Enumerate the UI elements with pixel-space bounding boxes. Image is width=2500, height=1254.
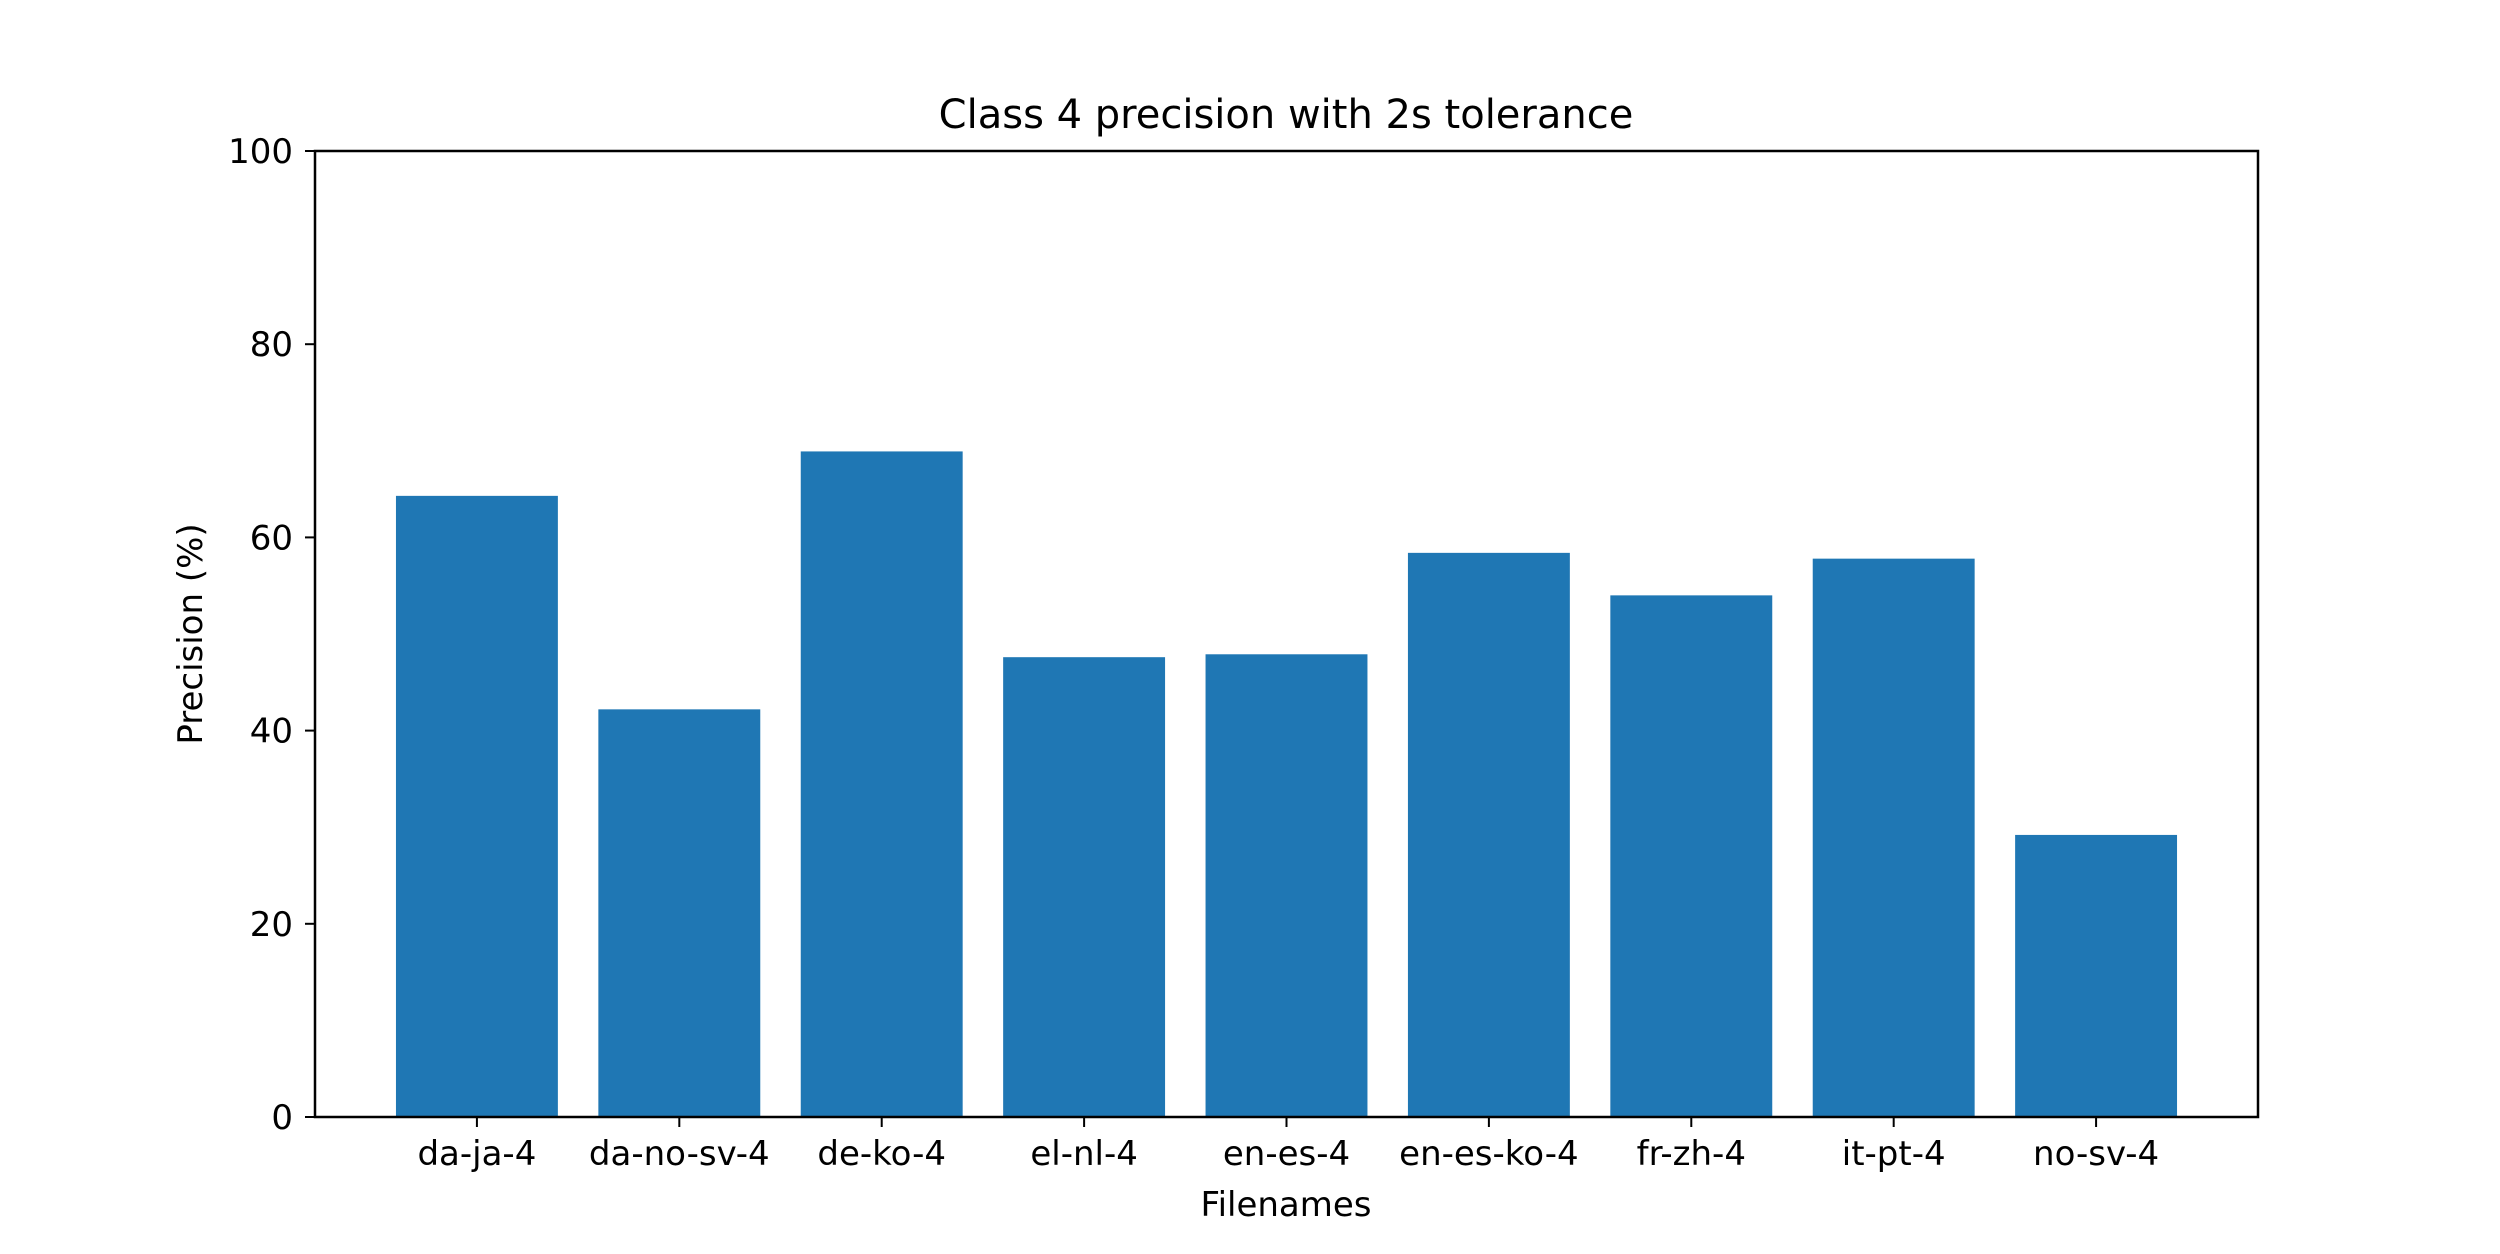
x-axis-ticks: da-ja-4 da-no-sv-4 de-ko-4 el-nl-4 en-es-4 en… bbox=[417, 1117, 2159, 1174]
x-axis-label: Filenames bbox=[1200, 1185, 1371, 1225]
bar-da-no-sv-4 bbox=[598, 709, 761, 1117]
x-tick-label: el-nl-4 bbox=[1030, 1134, 1138, 1174]
y-tick-label: 80 bbox=[250, 325, 293, 365]
plot-frame bbox=[313, 149, 2260, 1119]
x-tick-label: fr-zh-4 bbox=[1637, 1134, 1746, 1174]
y-axis-label: Precision (%) bbox=[171, 523, 211, 744]
x-tick-label: en-es-4 bbox=[1223, 1134, 1350, 1174]
bar-fr-zh-4 bbox=[1610, 595, 1773, 1117]
y-tick-label: 0 bbox=[271, 1098, 293, 1138]
x-tick-label: no-sv-4 bbox=[2033, 1134, 2159, 1174]
x-tick-label: de-ko-4 bbox=[817, 1134, 946, 1174]
y-axis-ticks: 0 20 40 60 80 100 bbox=[228, 132, 315, 1138]
y-tick-label: 40 bbox=[250, 712, 293, 752]
y-tick-label: 100 bbox=[228, 132, 293, 172]
bar-en-es-ko-4 bbox=[1407, 552, 1570, 1117]
bars-group bbox=[395, 451, 2178, 1117]
x-tick-label: it-pt-4 bbox=[1842, 1134, 1946, 1174]
bar-en-es-4 bbox=[1205, 654, 1368, 1117]
bar-no-sv-4 bbox=[2015, 834, 2178, 1117]
x-tick-label: da-ja-4 bbox=[417, 1134, 536, 1174]
x-tick-label: da-no-sv-4 bbox=[589, 1134, 770, 1174]
bar-de-ko-4 bbox=[800, 451, 963, 1117]
y-tick-label: 60 bbox=[250, 518, 293, 558]
chart-title: Class 4 precision with 2s tolerance bbox=[939, 92, 1634, 138]
y-tick-label: 20 bbox=[250, 905, 293, 945]
bar-da-ja-4 bbox=[395, 495, 558, 1117]
bar-it-pt-4 bbox=[1812, 558, 1975, 1117]
x-tick-label: en-es-ko-4 bbox=[1399, 1134, 1578, 1174]
bar-el-nl-4 bbox=[1003, 657, 1166, 1117]
